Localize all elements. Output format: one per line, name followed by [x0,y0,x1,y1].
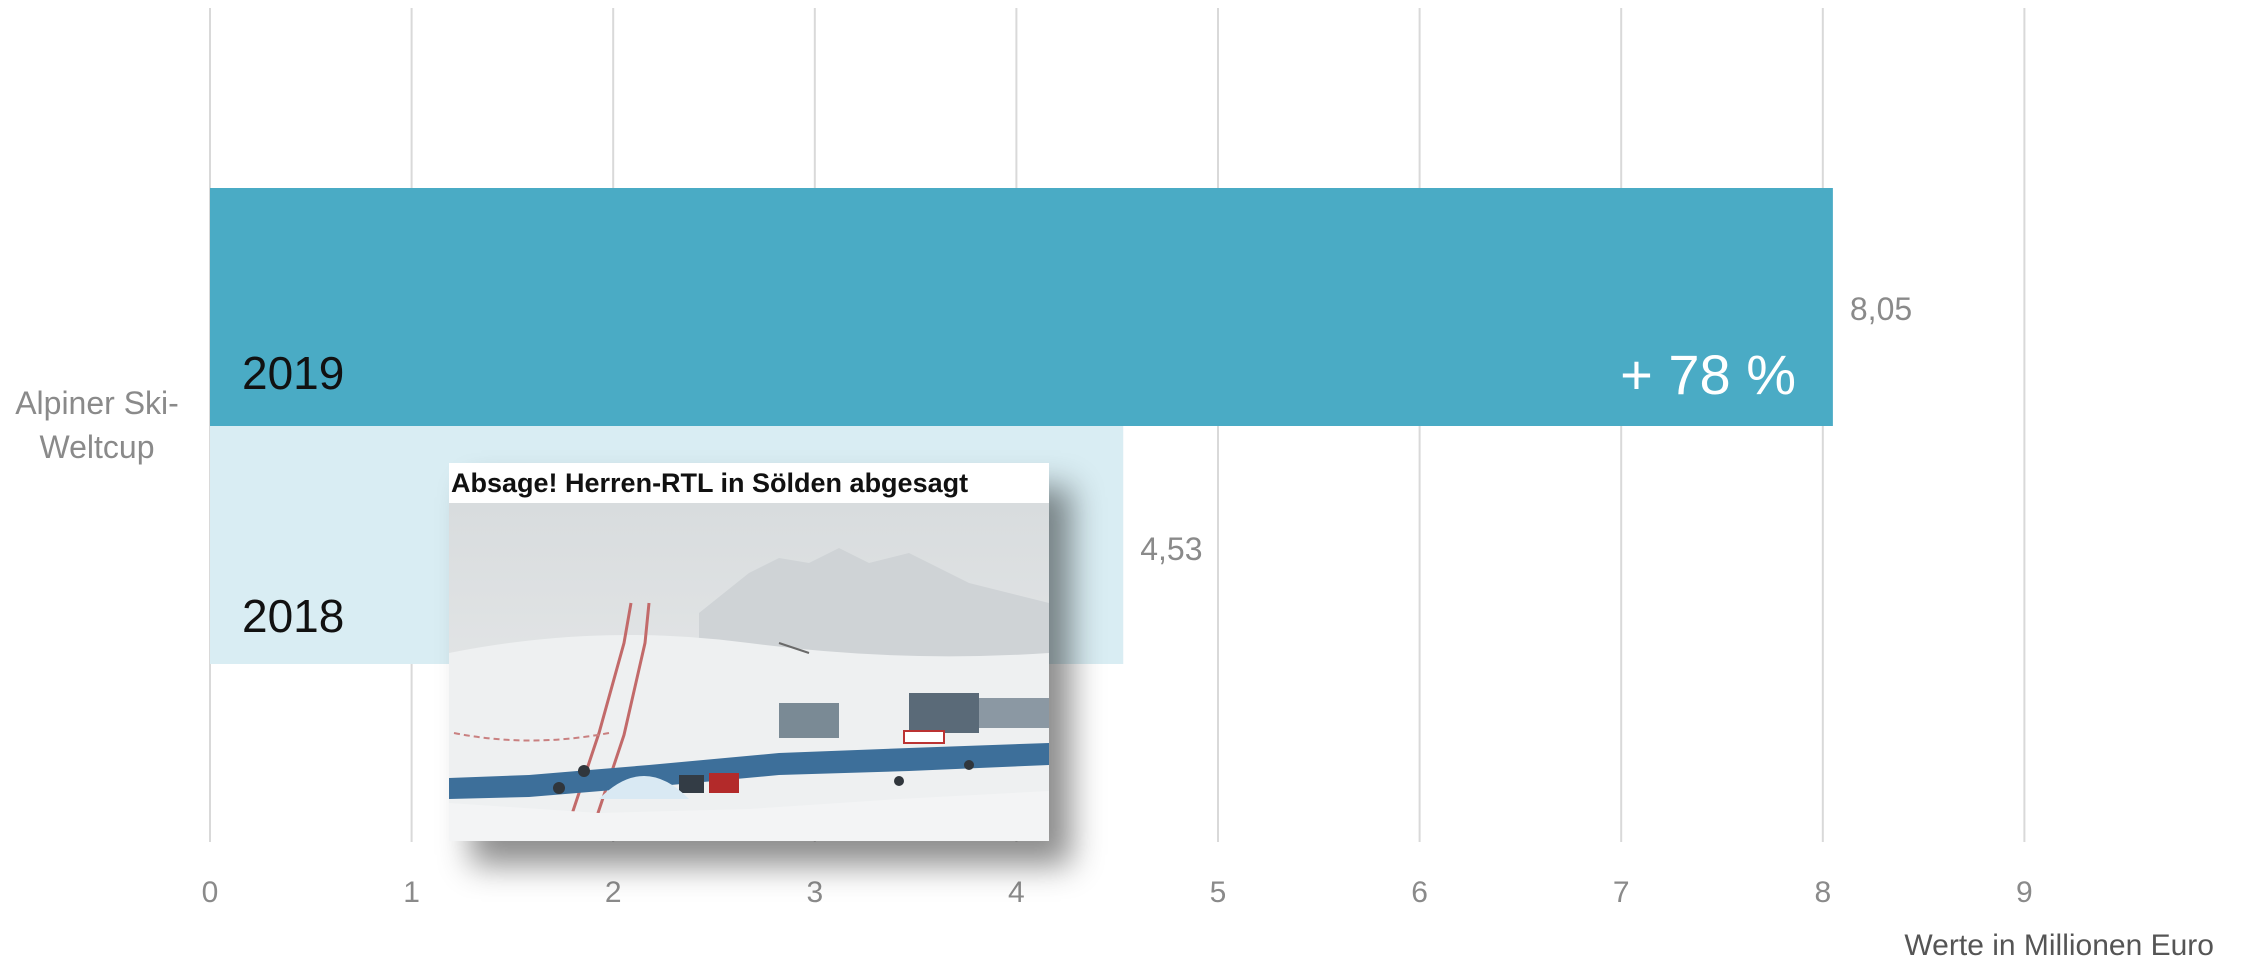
x-axis-unit-label: Werte in Millionen Euro [1904,929,2214,961]
x-tick-label: 8 [1814,876,1831,909]
change-label: + 78 % [1620,343,1796,406]
series-label-2019: 2019 [242,347,344,399]
x-tick-label: 9 [2016,876,2033,909]
category-label-line-2: Weltcup [39,429,154,465]
value-label-2019: 8,05 [1850,291,1912,327]
x-tick-label: 6 [1411,876,1428,909]
category-label-line-1: Alpiner Ski- [15,385,179,421]
x-tick-labels: 0 1 2 3 4 5 6 7 8 9 [202,876,2033,909]
news-headline: Absage! Herren-RTL in Sölden abgesagt [449,463,1049,503]
x-tick-label: 3 [806,876,823,909]
news-card: Absage! Herren-RTL in Sölden abgesagt [449,463,1049,841]
x-tick-label: 4 [1008,876,1025,909]
x-tick-label: 0 [202,876,219,909]
snowy-ski-slope-photo [449,503,1049,841]
series-label-2018: 2018 [242,590,344,642]
x-tick-label: 2 [605,876,622,909]
bar-2019 [210,188,1833,426]
x-tick-label: 7 [1613,876,1630,909]
x-tick-label: 1 [403,876,420,909]
x-tick-label: 5 [1210,876,1227,909]
value-label-2018: 4,53 [1140,531,1202,567]
